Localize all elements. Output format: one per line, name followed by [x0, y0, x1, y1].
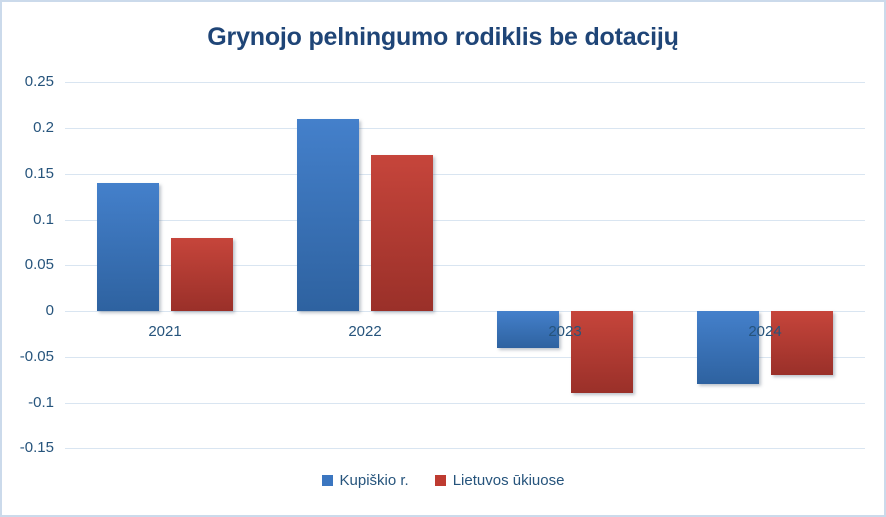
gridline: [65, 82, 865, 83]
gridline: [65, 403, 865, 404]
x-axis-label-2022: 2022: [348, 323, 382, 340]
gridline: [65, 448, 865, 449]
legend-marker-icon: [321, 475, 333, 486]
x-axis-label-2021: 2021: [148, 323, 182, 340]
gridline: [65, 357, 865, 358]
bar-lietuvos-ukiuose-2024: [771, 311, 833, 375]
y-axis-tick-label: 0.15: [24, 165, 54, 182]
y-axis-tick-label: -0.1: [28, 394, 54, 411]
bar-lietuvos-ukiuose-2023: [571, 311, 633, 393]
y-axis-tick-label: 0: [45, 302, 54, 319]
gridline: [65, 220, 865, 221]
gridline: [65, 265, 865, 266]
chart-title: Grynojo pelningumo rodiklis be dotacijų: [207, 23, 679, 51]
x-axis-label-2024: 2024: [748, 323, 782, 340]
y-axis-tick-label: 0.1: [33, 211, 54, 228]
x-axis-line: [65, 311, 865, 312]
bar-kupiskio-r-2022: [297, 119, 359, 311]
y-axis-tick-label: -0.15: [19, 439, 54, 456]
legend-label: Lietuvos ūkiuose: [452, 472, 565, 489]
bar-kupiskio-r-2023: [497, 311, 559, 348]
y-axis-tick-label: -0.05: [19, 348, 54, 365]
bar-lietuvos-ukiuose-2022: [371, 155, 433, 311]
legend-label: Kupiškio r.: [339, 472, 409, 489]
bar-kupiskio-r-2024: [697, 311, 759, 384]
gridline: [65, 128, 865, 129]
y-axis-tick-label: 0.2: [33, 119, 54, 136]
y-axis-tick-label: 0.25: [24, 73, 54, 90]
legend-item-lietuvos-ukiuose: Lietuvos ūkiuose: [434, 472, 565, 489]
legend-marker-icon: [434, 475, 446, 486]
bar-lietuvos-ukiuose-2021: [171, 238, 233, 311]
x-axis-label-2023: 2023: [548, 323, 582, 340]
legend-item-kupiskio-r: Kupiškio r.: [321, 472, 409, 489]
bar-kupiskio-r-2021: [97, 183, 159, 311]
y-axis-tick-label: 0.05: [24, 256, 54, 273]
gridline: [65, 174, 865, 175]
legend: Kupiškio r. Lietuvos ūkiuose: [2, 472, 884, 489]
